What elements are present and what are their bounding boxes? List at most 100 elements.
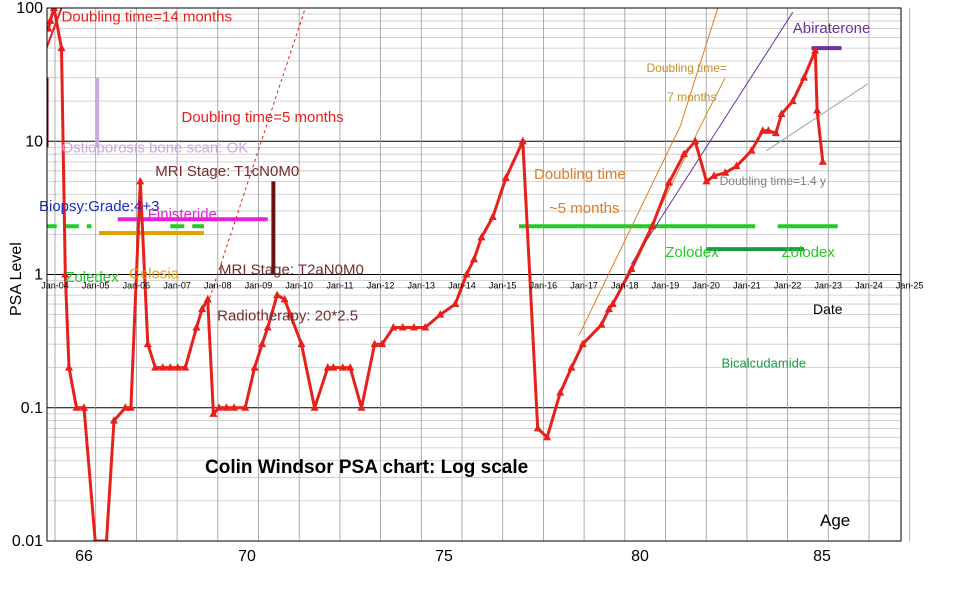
plot-frame — [46, 7, 902, 542]
psa-point — [47, 16, 55, 24]
annotation-label: Doubling time=1.4 y — [720, 174, 826, 188]
psa-point — [758, 126, 767, 134]
psa-point — [378, 339, 387, 348]
psa-point — [764, 126, 773, 134]
psa-point — [818, 157, 827, 165]
psa-point — [470, 254, 478, 263]
psa-point — [771, 128, 780, 137]
y-tick-label: 0.01 — [12, 533, 43, 550]
age-tick-label: 75 — [435, 548, 453, 565]
psa-point — [80, 403, 88, 411]
psa-point — [181, 363, 190, 371]
psa-point — [357, 403, 366, 411]
psa-point — [230, 403, 238, 411]
minor-grid — [47, 13, 901, 502]
chart-title: Colin Windsor PSA chart: Log scale — [205, 457, 528, 478]
psa-point — [680, 149, 688, 158]
psa-point — [143, 339, 152, 348]
psa-point — [126, 403, 135, 411]
psa-point — [556, 388, 565, 396]
psa-point — [323, 363, 332, 371]
date-tick-label: Jan-15 — [489, 281, 517, 291]
psa-series — [47, 8, 827, 541]
psa-point — [136, 176, 145, 185]
y-axis-label: PSA Level — [8, 242, 25, 316]
psa-point — [665, 178, 673, 186]
trend-line — [631, 11, 794, 265]
psa-point — [72, 403, 81, 411]
psa-point — [158, 363, 167, 371]
psa-point — [543, 432, 552, 441]
psa-point — [263, 323, 272, 331]
psa-point — [57, 43, 66, 52]
axes: 0.01 0.1 1 10 100 Jan-04 Jan-05 Jan-06 Jan-07 Jan… — [12, 0, 924, 565]
date-tick-label: Jan-18 — [611, 281, 639, 291]
psa-point — [578, 339, 587, 348]
psa-line — [47, 8, 825, 541]
date-tick-label: Jan-13 — [408, 281, 436, 291]
psa-point — [800, 73, 808, 81]
psa-point — [203, 294, 212, 303]
date-tick-label: Jan-11 — [326, 281, 353, 291]
annotation-label: Finisteride — [148, 206, 217, 223]
annotations: Doubling time=14 months Doubling time=5 m… — [39, 9, 870, 371]
date-tick-label: Jan-10 — [285, 281, 313, 291]
psa-point — [389, 323, 398, 331]
psa-point — [110, 416, 118, 424]
psa-point — [398, 323, 407, 331]
psa-point — [702, 176, 711, 185]
date-tick-label: Jan-25 — [896, 281, 924, 291]
psa-point — [258, 339, 267, 348]
date-tick-label: Jan-17 — [570, 281, 598, 291]
annotation-label: Doubling time= — [647, 61, 727, 75]
date-tick-label: Jan-20 — [692, 281, 720, 291]
date-tick-label: Jan-12 — [367, 281, 395, 291]
trend-line — [578, 8, 719, 336]
date-tick-label: Jan-14 — [448, 281, 476, 291]
age-tick-label: 66 — [75, 548, 93, 565]
psa-point — [608, 299, 617, 308]
psa-point — [209, 409, 218, 417]
annotation-label: Ostioporosis bone scan: OK — [62, 140, 249, 157]
date-tick-label: Jan-05 — [82, 281, 110, 291]
psa-point — [648, 221, 657, 230]
psa-point — [329, 363, 338, 371]
psa-point — [732, 161, 741, 170]
date-tick-label: Jan-19 — [652, 281, 680, 291]
psa-point — [65, 363, 73, 371]
psa-point — [273, 290, 282, 299]
trend-line — [47, 8, 63, 49]
annotation-label: Zolodex — [665, 244, 719, 261]
date-tick-label: Jan-21 — [733, 281, 761, 291]
psa-point — [501, 173, 510, 181]
psa-point — [104, 536, 109, 541]
psa-point — [241, 403, 250, 411]
psa-point — [605, 304, 613, 313]
psa-point — [346, 363, 355, 371]
y-tick-label: 1 — [34, 267, 43, 284]
y-tick-label: 10 — [25, 133, 43, 150]
psa-point — [192, 323, 201, 331]
annotation-label: Bicalcudamide — [722, 356, 807, 371]
y-tick-label: 0.1 — [21, 400, 43, 417]
psa-point — [710, 171, 718, 179]
age-tick-label: 80 — [631, 548, 649, 565]
psa-point — [813, 106, 822, 114]
annotation-label: ~5 months — [549, 200, 619, 217]
trend-line — [207, 8, 306, 305]
age-tick-label: 70 — [238, 548, 256, 565]
psa-point — [370, 339, 379, 348]
psa-point — [215, 403, 223, 411]
psa-point — [410, 323, 418, 331]
psa-point — [61, 270, 70, 278]
age-tick-label: 85 — [813, 548, 831, 565]
date-tick-label: Jan-06 — [123, 281, 151, 291]
annotation-label: Doubling time=5 months — [182, 109, 344, 126]
date-tick-label: Jan-08 — [204, 281, 232, 291]
annotation-label: MRI Stage: T2aN0M0 — [219, 262, 364, 279]
psa-point — [597, 320, 606, 328]
date-tick-label: Jan-23 — [815, 281, 843, 291]
y-tick-label: 100 — [16, 0, 43, 17]
psa-point — [280, 294, 289, 303]
psa-point — [747, 146, 756, 154]
